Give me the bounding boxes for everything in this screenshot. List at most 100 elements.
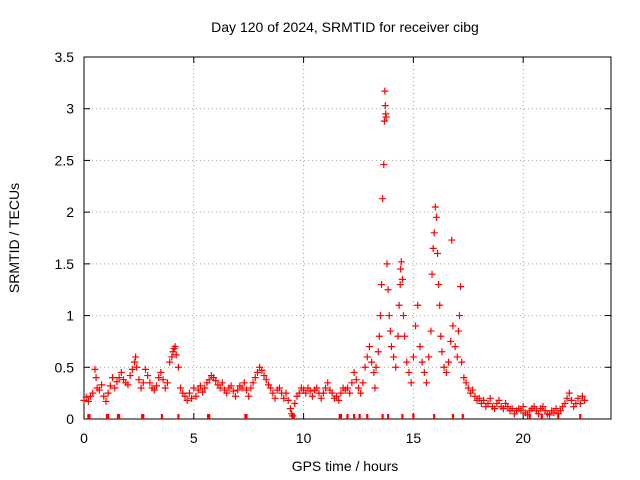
data-point [199, 388, 207, 396]
data-point [109, 374, 117, 382]
data-point [448, 236, 456, 244]
data-point [375, 332, 383, 340]
y-tick-labels: 0 0.5 1 1.5 2 2.5 3 3.5 [55, 49, 75, 427]
data-point [324, 379, 332, 387]
x-tick-label: 15 [406, 430, 422, 446]
data-point [91, 365, 99, 373]
data-point [308, 392, 316, 400]
data-point [95, 386, 103, 394]
data-point [319, 389, 327, 397]
data-point [386, 327, 394, 335]
data-point [201, 384, 209, 392]
data-point [150, 386, 158, 394]
data-point [212, 377, 220, 385]
data-point [106, 382, 114, 390]
data-point [530, 403, 538, 411]
data-point [132, 353, 140, 361]
data-point [440, 363, 448, 371]
data-point [346, 389, 354, 397]
data-point [166, 358, 174, 366]
data-point [117, 368, 125, 376]
data-point [371, 384, 379, 392]
data-point [462, 379, 470, 387]
data-point [196, 382, 204, 390]
data-point [295, 389, 303, 397]
data-point [269, 389, 277, 397]
flag-marker [177, 414, 180, 419]
data-point [451, 343, 459, 351]
data-point [394, 332, 402, 340]
flag-marker [206, 414, 211, 419]
data-point [372, 363, 380, 371]
y-tick-label: 2 [66, 204, 74, 220]
data-point [385, 312, 393, 320]
data-point [89, 389, 97, 397]
chart-title: Day 120 of 2024, SRMTID for receiver cib… [211, 19, 479, 35]
data-point [383, 260, 391, 268]
data-point [253, 368, 261, 376]
data-point [205, 376, 213, 384]
data-point [242, 386, 250, 394]
data-point [113, 378, 121, 386]
data-point [141, 365, 149, 373]
data-point [218, 379, 226, 387]
grid-lines [84, 57, 611, 419]
data-point [399, 312, 407, 320]
data-point [258, 366, 266, 374]
x-tick-label: 10 [296, 430, 312, 446]
data-point [457, 283, 465, 291]
data-point [460, 374, 468, 382]
data-point [238, 384, 246, 392]
data-point [438, 348, 446, 356]
data-point [374, 348, 382, 356]
flag-marker [461, 414, 464, 419]
data-point [183, 396, 191, 404]
y-tick-label: 0 [66, 411, 74, 427]
data-point [344, 384, 351, 392]
data-point [454, 327, 462, 335]
data-point [563, 394, 571, 402]
x-tick-label: 20 [515, 430, 531, 446]
data-point [535, 410, 543, 418]
data-point [435, 281, 443, 289]
flag-marker [579, 414, 582, 419]
data-point [192, 392, 200, 400]
data-point [82, 393, 90, 401]
data-point [171, 343, 179, 351]
data-point [556, 407, 564, 415]
data-point [190, 384, 198, 392]
data-point [370, 368, 378, 376]
plot-frame [83, 56, 612, 420]
data-point [475, 394, 483, 402]
data-point [137, 384, 145, 392]
data-point [420, 368, 428, 376]
x-tick-labels: 0 5 10 15 20 [80, 430, 531, 446]
flag-marker [433, 414, 436, 419]
data-point [102, 397, 110, 405]
data-point [133, 363, 141, 371]
data-point [442, 368, 450, 376]
data-series-srmtid [80, 87, 589, 420]
data-point [574, 394, 582, 402]
y-tick-label: 1 [66, 308, 74, 324]
data-point [378, 281, 386, 289]
data-point [260, 372, 268, 380]
data-point [405, 368, 413, 376]
data-point [188, 394, 196, 402]
data-point [223, 389, 231, 397]
data-point [267, 384, 275, 392]
data-point [135, 376, 143, 384]
flag-marker [338, 414, 343, 419]
data-point [414, 301, 422, 309]
data-point [581, 396, 589, 404]
data-point [352, 376, 360, 384]
data-point [445, 358, 453, 366]
data-point [395, 301, 403, 309]
data-point [234, 386, 242, 394]
data-point [157, 368, 165, 376]
data-point [317, 394, 325, 402]
data-point [284, 396, 292, 404]
data-point [169, 348, 177, 356]
data-point [131, 358, 139, 366]
